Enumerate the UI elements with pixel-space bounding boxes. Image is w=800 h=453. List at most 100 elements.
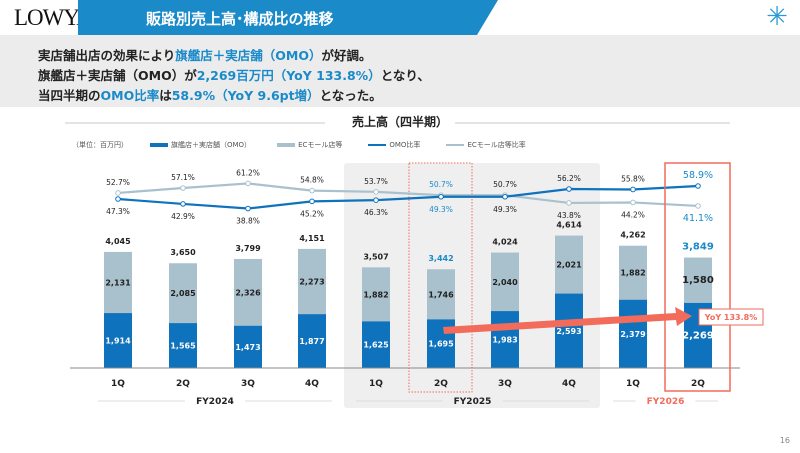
highlight-prev-box (408, 162, 473, 393)
bar-ec (491, 252, 519, 312)
ec-value-label: 2,040 (492, 278, 518, 287)
legend-ec-ratio: ECモール店等比率 (446, 140, 526, 150)
legend-omo: 旗艦店＋実店舗（OMO） (150, 140, 251, 150)
bar-ec (298, 248, 326, 315)
total-label: 3,507 (363, 252, 388, 261)
bar-omo (234, 325, 262, 368)
ratio-label: 49.3% (493, 205, 517, 214)
page-number: 16 (779, 436, 790, 445)
divider (65, 122, 325, 124)
omo-value-label: 1,625 (363, 341, 389, 350)
omo-value-label: 2,593 (556, 327, 581, 336)
bar-ec (427, 269, 455, 320)
fy2025-band (344, 163, 600, 408)
x-tick-label: 4Q (562, 379, 576, 389)
total-label: 4,262 (620, 231, 645, 240)
summary-text: となった。 (319, 88, 382, 103)
ratio-label: 53.7% (364, 177, 388, 186)
ratio-label: 55.8% (621, 174, 645, 183)
line-point (180, 185, 186, 191)
summary-text: は (159, 88, 172, 103)
page-title: 販路別売上高･構成比の推移 (146, 10, 334, 28)
ratio-label: 54.8% (300, 176, 324, 185)
x-tick-label: 2Q (691, 379, 705, 389)
line-point (566, 200, 572, 206)
x-tick-label: 3Q (498, 379, 512, 389)
bar-omo (298, 314, 326, 368)
ec-value-label: 1,580 (682, 275, 714, 286)
bar-omo (104, 313, 132, 368)
summary-text: 旗艦店＋実店舗（OMO）が (38, 68, 197, 83)
bar-omo (362, 321, 390, 368)
bar-ec (169, 263, 197, 324)
line-point (695, 203, 701, 209)
bar-omo (169, 323, 197, 368)
total-label: 3,849 (682, 242, 714, 253)
bar-omo (555, 293, 583, 368)
line-point (309, 187, 315, 194)
line-point (373, 189, 379, 195)
chart-title: 売上高（四半期） (351, 115, 448, 129)
legend-omo-ratio: OMO比率 (368, 140, 420, 150)
omo-value-label: 2,379 (620, 330, 646, 339)
line-point (630, 186, 636, 193)
ratio-label: 56.2% (557, 174, 581, 183)
omo-value-label: 2,269 (682, 330, 714, 341)
ratio-label: 43.8% (557, 211, 581, 220)
line-point (115, 190, 121, 196)
omo-value-label: 1,695 (428, 340, 454, 349)
line-point (566, 186, 572, 192)
ratio-label: 50.7% (429, 180, 453, 189)
fiscal-year-label: FY2024 (196, 397, 234, 407)
line-point (695, 183, 701, 189)
x-tick-label: 1Q (626, 379, 640, 389)
bar-ec (684, 257, 712, 303)
x-tick-label: 1Q (111, 379, 125, 389)
line-point (438, 193, 444, 200)
summary-text: 当四半期の (38, 88, 101, 103)
total-label: 4,045 (105, 237, 131, 246)
ratio-label: 49.3% (429, 205, 453, 214)
ec-value-label: 2,085 (170, 289, 196, 298)
ec-value-label: 1,746 (428, 290, 454, 299)
sparkle-star-icon: ✳ (766, 2, 788, 32)
ec-value-label: 1,882 (363, 290, 388, 299)
ec-value-label: 2,021 (556, 261, 582, 270)
fiscal-year-label: FY2025 (454, 397, 492, 407)
legend: （単位：百万円） 旗艦店＋実店舗（OMO） ECモール店等 OMO比率 ECモー… (72, 140, 552, 150)
line-point (115, 196, 121, 202)
line-point (630, 199, 636, 206)
ratio-label: 58.9% (683, 170, 713, 181)
line-point (373, 197, 379, 203)
ratio-label: 50.7% (493, 180, 517, 189)
x-tick-label: 3Q (241, 379, 255, 389)
summary-line-1: 実店舗出店の効果により旗艦店＋実店舗（OMO）が好調。 (38, 45, 371, 64)
fiscal-year-label: FY2026 (647, 397, 685, 407)
line-point (180, 201, 186, 207)
summary-line-2: 旗艦店＋実店舗（OMO）が2,269百万円（YoY 133.8%）となり、 (38, 65, 430, 84)
line-point (309, 198, 315, 205)
ratio-label: 46.3% (364, 208, 388, 217)
line-omo-ratio (117, 184, 699, 210)
ratio-label: 38.8% (236, 217, 260, 226)
bar-ec (619, 245, 647, 300)
ec-value-label: 2,326 (235, 288, 261, 297)
summary-text: 58.9%（YoY 9.6pt増） (171, 88, 320, 103)
bar-ec (362, 267, 390, 322)
total-label: 3,442 (428, 254, 453, 263)
bar-ec (234, 258, 262, 326)
ec-value-label: 2,273 (299, 278, 324, 287)
ratio-label: 42.9% (171, 212, 195, 221)
x-tick-label: 2Q (176, 379, 190, 389)
unit-label: （単位：百万円） (72, 141, 128, 149)
yoy-arrow (443, 307, 692, 334)
line-point (245, 180, 251, 187)
legend-ec: ECモール店等 (277, 140, 342, 150)
omo-value-label: 1,983 (492, 336, 517, 345)
bar-ec (104, 251, 132, 314)
title-bar (78, 0, 498, 35)
total-label: 4,614 (556, 221, 582, 230)
x-tick-label: 2Q (434, 379, 448, 389)
total-label: 4,024 (492, 238, 518, 247)
